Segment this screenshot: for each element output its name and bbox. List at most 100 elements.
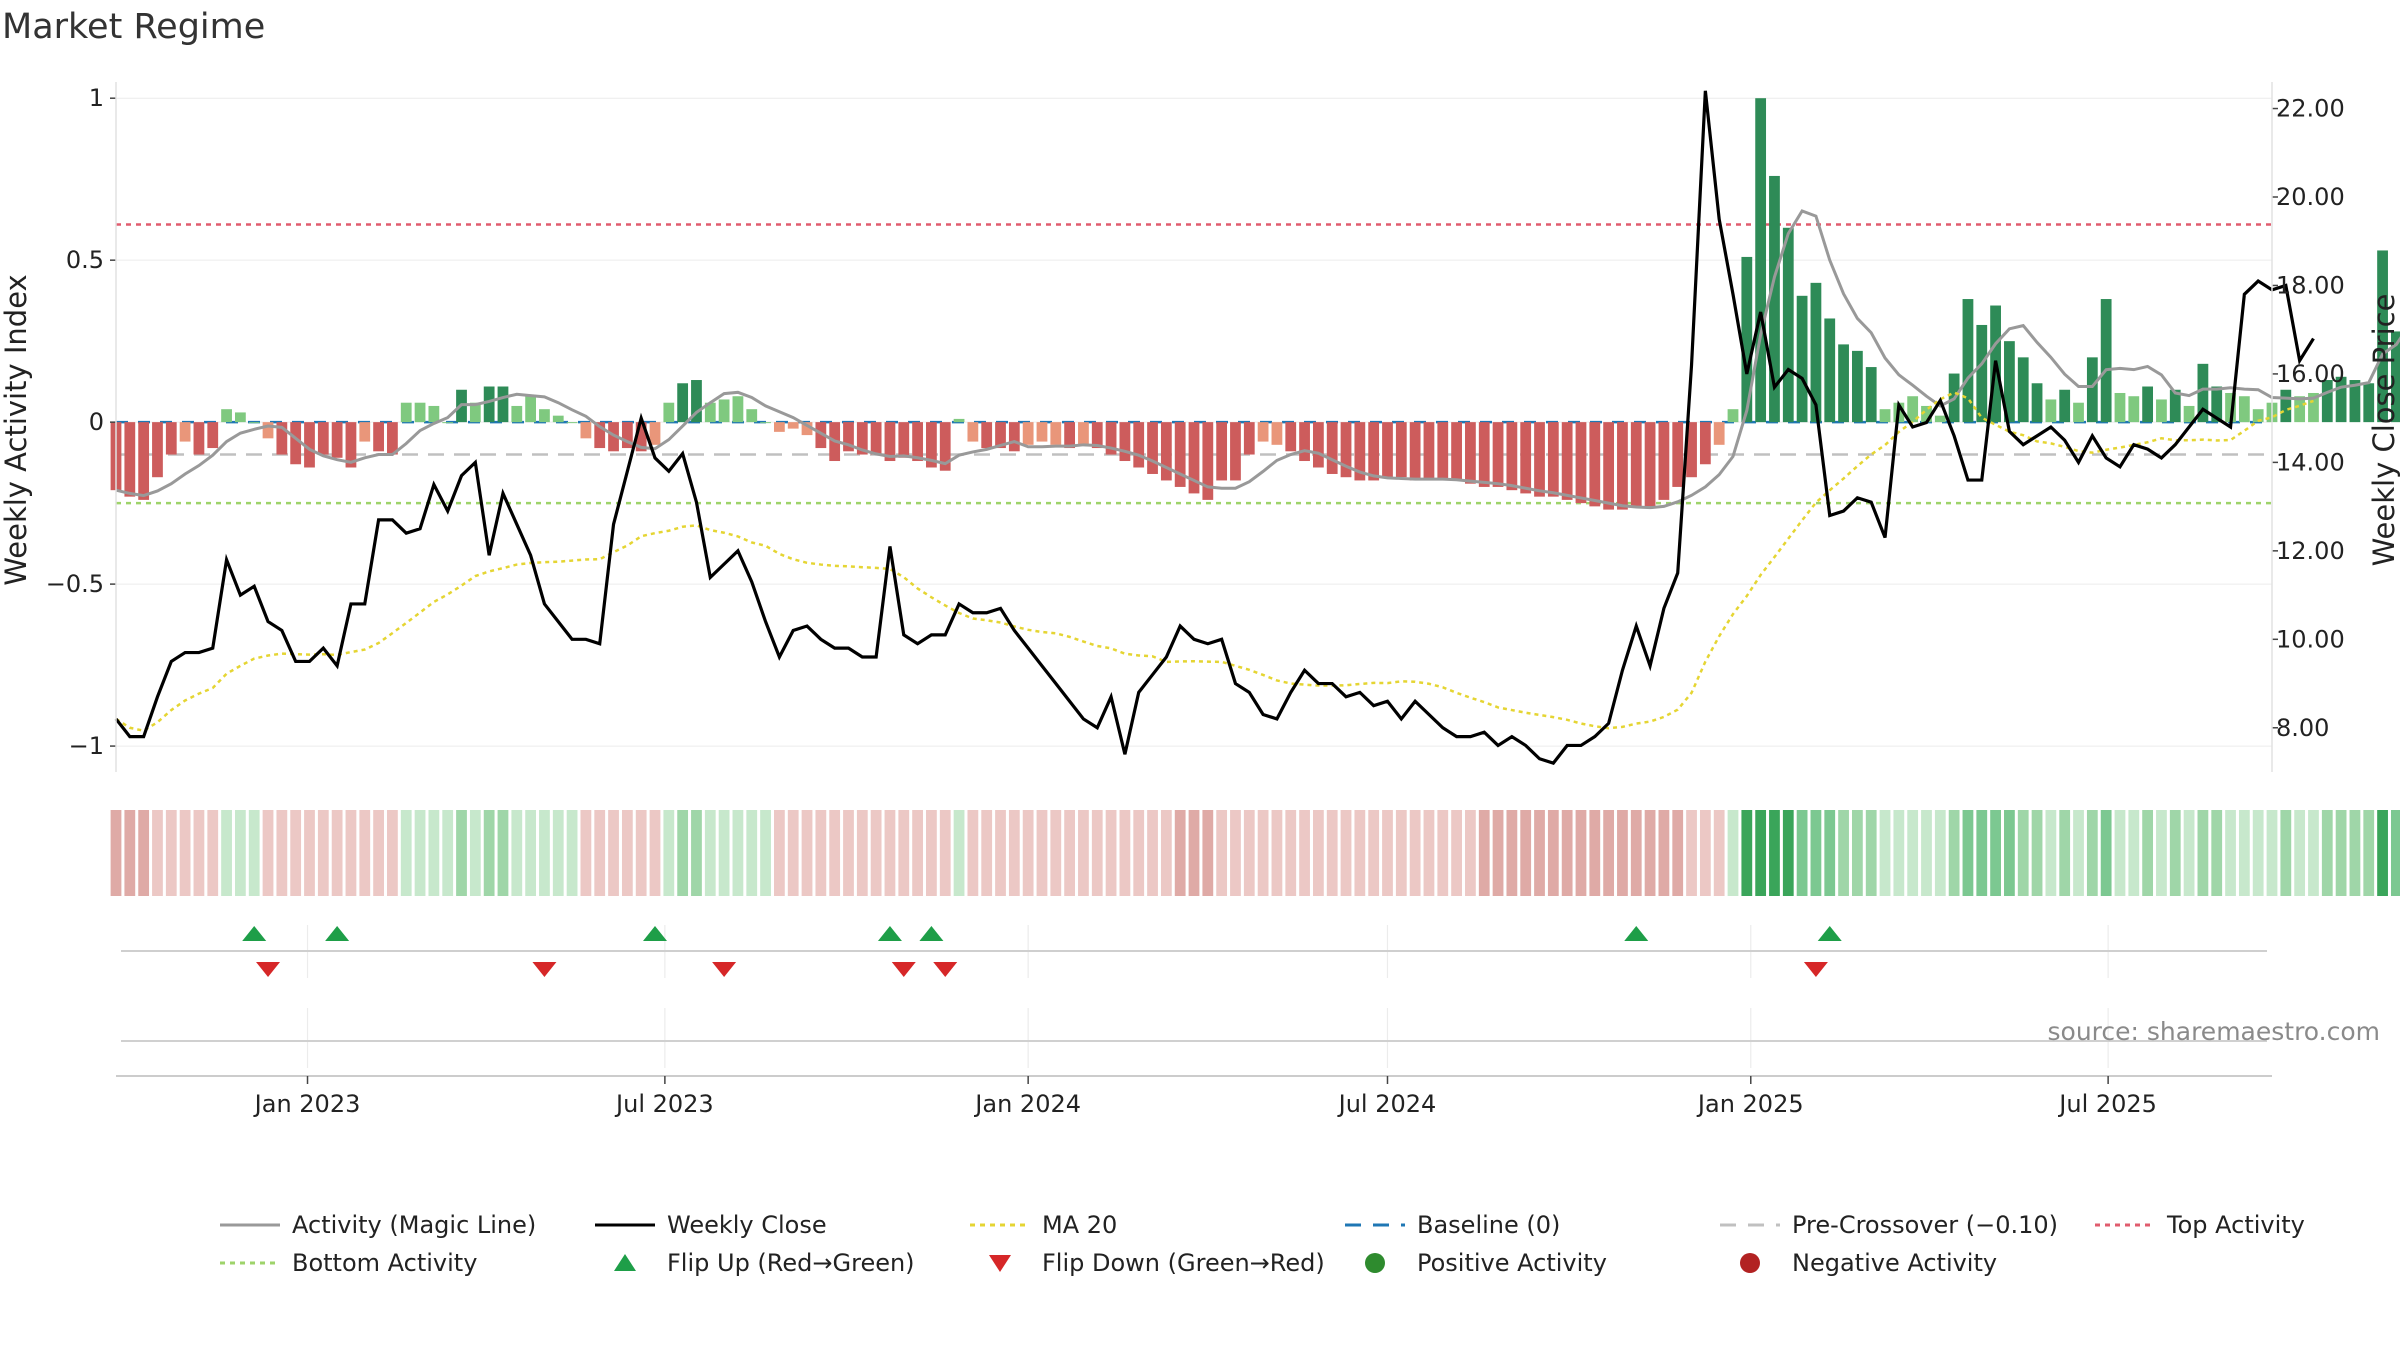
regime-strip-cell [1865, 810, 1877, 896]
activity-bar [1008, 422, 1020, 452]
regime-strip-cell [1382, 810, 1393, 896]
regime-strip-cell [939, 810, 951, 896]
activity-bar [1382, 422, 1393, 478]
regime-strip-cell [456, 810, 467, 896]
regime-strip-cell [221, 810, 232, 896]
regime-strip-cell [1395, 810, 1407, 896]
regime-strip-cell [829, 810, 841, 896]
activity-bar [2211, 386, 2223, 423]
activity-bar [1368, 422, 1380, 481]
legend-swatch [989, 1255, 1011, 1272]
legend-label: Baseline (0) [1417, 1211, 1560, 1239]
regime-strip-cell [773, 810, 785, 896]
regime-strip-cell [1437, 810, 1449, 896]
regime-strip-cell [691, 810, 702, 896]
regime-strip-cell [1243, 810, 1255, 896]
activity-bar [1160, 422, 1172, 481]
activity-bar [1865, 367, 1877, 423]
regime-strip-cell [345, 810, 357, 896]
regime-strip-cell [1658, 810, 1670, 896]
regime-strip-cell [1202, 810, 1214, 896]
activity-bar [1230, 422, 1241, 481]
regime-strip-cell [2294, 810, 2306, 896]
regime-strip-cell [1478, 810, 1490, 896]
regime-strip-cell [2252, 810, 2264, 896]
activity-bar [1589, 422, 1601, 507]
activity-bar [525, 396, 537, 423]
activity-bar [746, 409, 758, 423]
activity-bar [1603, 422, 1615, 510]
activity-bar [1271, 422, 1283, 445]
activity-bar [566, 422, 578, 424]
regime-strip-cell [1672, 810, 1684, 896]
regime-strip-cell [1769, 810, 1780, 896]
activity-bar [2114, 392, 2126, 423]
regime-strip-cell [1423, 810, 1435, 896]
regime-strip-cell [1022, 810, 1034, 896]
activity-bar [2390, 331, 2400, 423]
regime-strip-cell [1879, 810, 1891, 896]
flip-up-marker [325, 926, 350, 941]
activity-bar [2238, 396, 2250, 423]
activity-bar [2156, 399, 2167, 423]
activity-bar [1340, 422, 1352, 478]
regime-strip-cell [2183, 810, 2195, 896]
activity-bar [2252, 409, 2264, 423]
flip-down-marker [933, 962, 958, 977]
activity-bar [234, 412, 246, 423]
regime-strip-cell [234, 810, 246, 896]
regime-strip-cell [1921, 810, 1932, 896]
activity-bar [2017, 357, 2029, 423]
activity-bar [1492, 422, 1504, 487]
regime-strip-cell [967, 810, 979, 896]
regime-strip-cell [2308, 810, 2319, 896]
regime-strip-cell [525, 810, 537, 896]
y-right-tick-label: 20.00 [2276, 183, 2345, 211]
activity-bar [165, 422, 177, 455]
activity-bar [1064, 422, 1076, 449]
regime-strip-cell [1188, 810, 1200, 896]
activity-bar [1354, 422, 1366, 481]
legend-label: Positive Activity [1417, 1249, 1607, 1277]
regime-strip-cell [649, 810, 661, 896]
y-right-tick-label: 8.00 [2276, 714, 2329, 742]
activity-bar [276, 422, 288, 455]
legend-label: Top Activity [2166, 1211, 2305, 1239]
activity-bar [1547, 422, 1559, 497]
y-right-tick-label: 10.00 [2276, 625, 2345, 653]
legend-item: Bottom Activity [220, 1249, 477, 1277]
activity-bar [1921, 405, 1932, 423]
legend-item: Weekly Close [595, 1211, 827, 1239]
regime-strip-cell [843, 810, 854, 896]
regime-strip-cell [497, 810, 509, 896]
activity-bar [248, 422, 260, 424]
activity-bar [2073, 402, 2084, 423]
series-lines [114, 90, 2400, 766]
activity-bar [663, 402, 675, 423]
activity-bar [1782, 227, 1794, 423]
activity-bar [1934, 415, 1946, 423]
regime-strip-cell [483, 810, 495, 896]
regime-strip-cell [926, 810, 937, 896]
activity-bar [2169, 389, 2181, 423]
regime-strip-cell [1534, 810, 1545, 896]
activity-bar [898, 422, 910, 458]
ma20-line [115, 391, 2314, 733]
regime-strip-cell [2142, 810, 2154, 896]
activity-bar [760, 422, 771, 424]
activity-bar [1658, 422, 1670, 500]
activity-bar [2225, 392, 2236, 423]
regime-strip-cell [801, 810, 813, 896]
regime-strip-cell [2225, 810, 2236, 896]
activity-bar [2045, 399, 2057, 423]
regime-strip-cell [760, 810, 771, 896]
regime-strip-cell [1561, 810, 1573, 896]
source-credit: source: sharemaestro.com [2048, 1017, 2381, 1046]
activity-bar [1630, 422, 1642, 507]
regime-strip-cell [580, 810, 592, 896]
legend-label: Negative Activity [1792, 1249, 1997, 1277]
activity-bar [469, 402, 481, 423]
regime-strip-cell [1078, 810, 1089, 896]
regime-strip-cell [1340, 810, 1352, 896]
